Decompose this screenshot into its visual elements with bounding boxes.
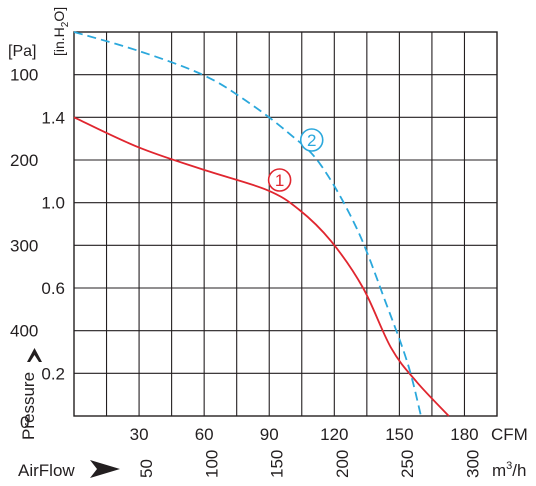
y-tick-pa: 300 [10,236,38,255]
y-unit-pa: [Pa] [8,43,36,60]
x-tick-cfm: 180 [450,425,478,444]
plot-frame [73,31,498,417]
y-tick-inh2o: 0.2 [41,364,65,383]
series-label-1: 1 [275,171,284,190]
series-label-2: 2 [307,131,316,150]
y-tick-inh2o: 1.4 [41,108,65,127]
y-tick-pa: 200 [10,151,38,170]
series-line-2 [73,31,422,417]
y-tick-inh2o: 0.6 [41,279,65,298]
x-tick-m3h: 100 [202,450,221,478]
x-tick-m3h: 150 [268,450,287,478]
chart-series: 12 [73,31,450,417]
x-tick-cfm: 60 [195,425,214,444]
x-tick-cfm: 90 [260,425,279,444]
x-axis-arrow-icon [90,460,120,478]
x-tick-m3h: 250 [398,450,417,478]
y-tick-inh2o: 1.0 [41,194,65,213]
x-tick-m3h: 300 [464,450,483,478]
x-unit-m3h: m3/h [492,460,526,480]
x-unit-cfm: CFM [491,425,528,444]
y-unit-inh2o: [in.H2O] [51,7,71,56]
x-tick-m3h: 200 [333,450,352,478]
origin-label: 0 [20,413,29,432]
series-marker-2 [299,128,324,152]
y-axis-title: Pressure [19,372,38,440]
y-tick-pa: 400 [10,322,38,341]
x-tick-cfm: 30 [130,425,149,444]
x-tick-cfm: 120 [320,425,348,444]
series-line-1 [73,116,450,417]
chart-grid [73,31,498,417]
series-marker-1 [267,168,292,192]
y-axis-arrow-notch [30,355,39,362]
chart-labels: 400 300 200 100 0.2 0.6 1.0 1.4 0 [Pa] [in.H2O] Pre… [8,7,528,480]
y-tick-pa: 100 [10,66,38,85]
x-tick-cfm: 150 [385,425,413,444]
x-tick-m3h: 50 [137,459,156,478]
x-axis-title: AirFlow [18,461,75,480]
